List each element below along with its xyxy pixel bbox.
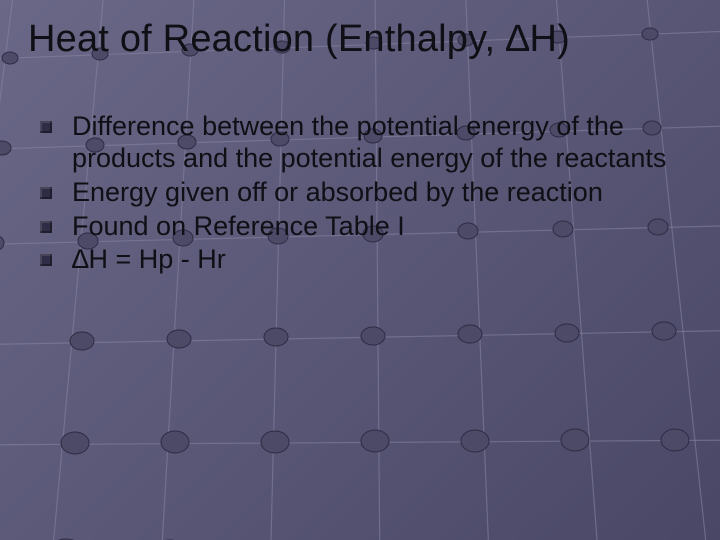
- bullet-list: Difference between the potential energy …: [28, 111, 692, 276]
- slide-content: Heat of Reaction (Enthalpy, ∆H) Differen…: [0, 0, 720, 276]
- bullet-item: Difference between the potential energy …: [64, 111, 692, 175]
- bullet-item: Energy given off or absorbed by the reac…: [64, 177, 692, 209]
- slide: Heat of Reaction (Enthalpy, ∆H) Differen…: [0, 0, 720, 540]
- bullet-item: Found on Reference Table I: [64, 211, 692, 243]
- slide-title: Heat of Reaction (Enthalpy, ∆H): [28, 18, 692, 61]
- bullet-item: ∆H = Hp - Hr: [64, 244, 692, 276]
